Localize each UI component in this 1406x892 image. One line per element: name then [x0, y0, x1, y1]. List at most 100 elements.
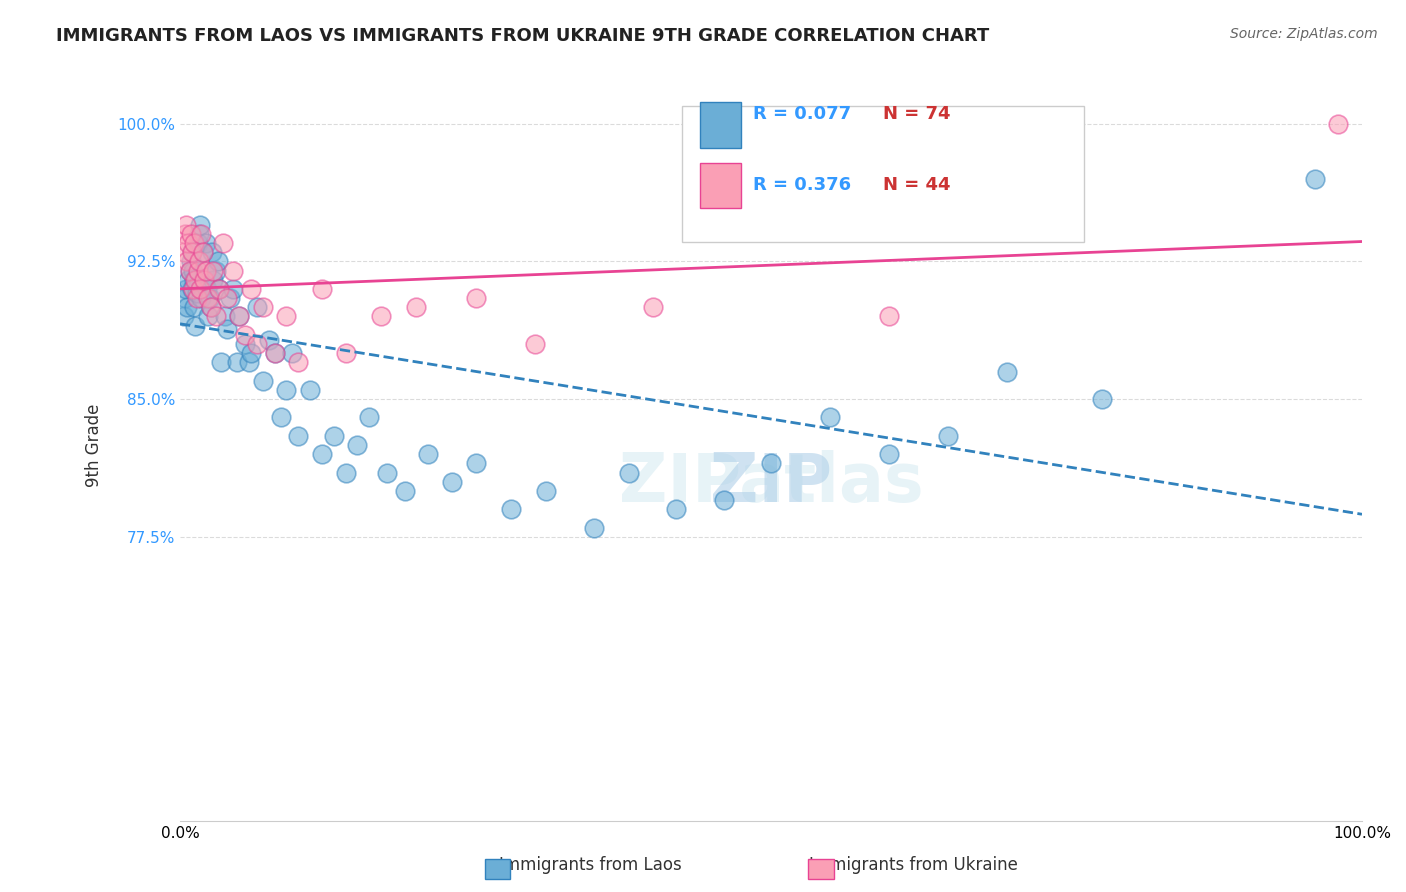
Point: [270, 410, 292, 425]
Point: [186, 291, 208, 305]
Point: [188, 227, 211, 241]
Point: [198, 291, 221, 305]
Point: [188, 218, 211, 232]
Point: [184, 273, 207, 287]
Point: [173, 227, 195, 241]
Point: [211, 235, 233, 250]
Text: R = 0.077: R = 0.077: [754, 104, 852, 123]
Point: [180, 245, 202, 260]
Point: [174, 218, 197, 232]
Text: ZIPatlas: ZIPatlas: [619, 450, 924, 516]
Point: [181, 282, 204, 296]
Point: [464, 291, 486, 305]
Point: [183, 235, 205, 250]
Point: [311, 447, 333, 461]
Point: [281, 346, 304, 360]
Point: [665, 502, 688, 516]
Point: [173, 310, 195, 324]
FancyBboxPatch shape: [682, 106, 1084, 242]
Point: [641, 300, 664, 314]
Point: [180, 245, 202, 260]
Point: [713, 493, 735, 508]
Point: [179, 263, 201, 277]
Point: [183, 273, 205, 287]
Point: [222, 282, 245, 296]
Point: [523, 337, 546, 351]
FancyBboxPatch shape: [700, 162, 741, 208]
Point: [184, 318, 207, 333]
Point: [179, 263, 201, 277]
Point: [176, 300, 198, 314]
Point: [257, 334, 280, 348]
Point: [180, 254, 202, 268]
Point: [228, 310, 250, 324]
Y-axis label: 9th Grade: 9th Grade: [86, 403, 103, 487]
Point: [217, 291, 239, 305]
Point: [440, 475, 463, 489]
Point: [246, 300, 269, 314]
Point: [200, 300, 222, 314]
Point: [1303, 171, 1326, 186]
Point: [276, 383, 298, 397]
Point: [239, 346, 262, 360]
Point: [263, 346, 285, 360]
Point: [180, 282, 202, 296]
Point: [187, 263, 209, 277]
Point: [287, 355, 309, 369]
Point: [239, 282, 262, 296]
Point: [877, 447, 900, 461]
Point: [322, 429, 344, 443]
Point: [464, 456, 486, 470]
Point: [174, 282, 197, 296]
Point: [936, 429, 959, 443]
Point: [173, 291, 195, 305]
Point: [311, 282, 333, 296]
Point: [186, 285, 208, 300]
Point: [177, 273, 200, 287]
Text: Source: ZipAtlas.com: Source: ZipAtlas.com: [1230, 27, 1378, 41]
Point: [191, 245, 214, 260]
Point: [252, 300, 274, 314]
Point: [193, 273, 215, 287]
Point: [1327, 117, 1350, 131]
Text: ZIP: ZIP: [710, 450, 832, 516]
Point: [187, 278, 209, 293]
Point: [225, 355, 247, 369]
Point: [375, 466, 398, 480]
Point: [818, 410, 841, 425]
Point: [201, 245, 224, 260]
Point: [197, 291, 219, 305]
Point: [191, 245, 214, 260]
Point: [335, 466, 357, 480]
Point: [276, 310, 298, 324]
Text: R = 0.376: R = 0.376: [754, 177, 852, 194]
Point: [176, 254, 198, 268]
Point: [177, 235, 200, 250]
Point: [204, 263, 226, 277]
Point: [208, 282, 231, 296]
Point: [217, 322, 239, 336]
Text: N = 74: N = 74: [883, 104, 950, 123]
Point: [287, 429, 309, 443]
Point: [188, 254, 211, 268]
Text: Immigrants from Laos: Immigrants from Laos: [499, 856, 682, 874]
Point: [183, 300, 205, 314]
Point: [536, 483, 558, 498]
Point: [263, 346, 285, 360]
Point: [194, 278, 217, 293]
Point: [202, 273, 225, 287]
Point: [359, 410, 381, 425]
Point: [207, 254, 229, 268]
Point: [346, 438, 368, 452]
Point: [180, 227, 202, 241]
Point: [759, 456, 782, 470]
Point: [197, 310, 219, 324]
Point: [233, 327, 256, 342]
Point: [222, 263, 245, 277]
Point: [619, 466, 641, 480]
Point: [1091, 392, 1114, 406]
Point: [405, 300, 427, 314]
Text: IMMIGRANTS FROM LAOS VS IMMIGRANTS FROM UKRAINE 9TH GRADE CORRELATION CHART: IMMIGRANTS FROM LAOS VS IMMIGRANTS FROM …: [56, 27, 990, 45]
Point: [202, 263, 225, 277]
Point: [209, 355, 232, 369]
